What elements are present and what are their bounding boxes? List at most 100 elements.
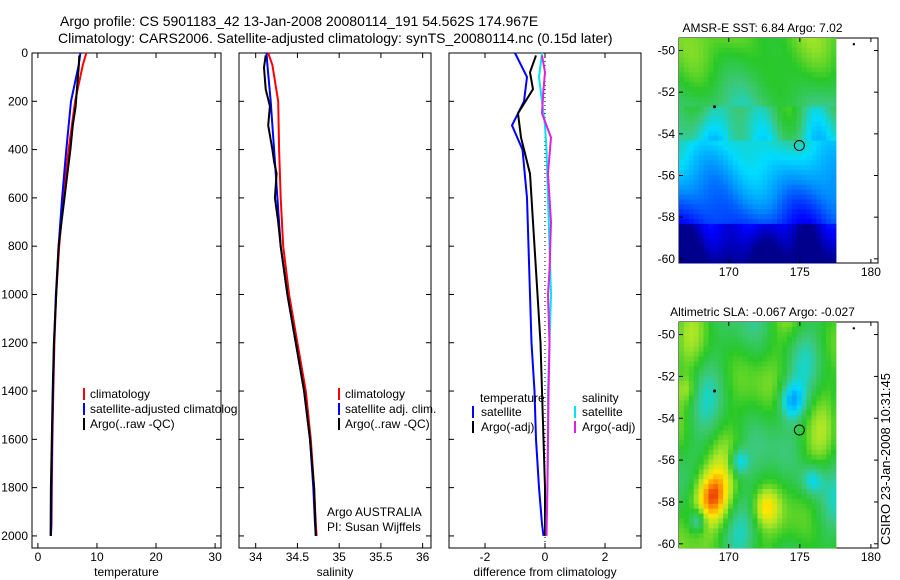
map-cell xyxy=(762,513,768,519)
map-cell xyxy=(777,130,783,137)
map-cell xyxy=(821,135,827,142)
map-cell xyxy=(728,405,734,411)
map-cell xyxy=(742,376,749,382)
map-cell xyxy=(698,130,704,137)
map-cell xyxy=(806,82,812,88)
map-cell xyxy=(698,96,704,102)
map-cell xyxy=(732,469,739,475)
map-cell xyxy=(821,523,827,529)
map-cell xyxy=(772,130,778,137)
map-cell xyxy=(737,366,744,372)
map-cell xyxy=(718,258,724,264)
map-cell xyxy=(688,454,695,460)
map-cell xyxy=(816,508,822,515)
map-cell xyxy=(791,101,798,107)
map-cell xyxy=(732,444,739,451)
map-cell xyxy=(723,165,729,171)
map-cell xyxy=(782,52,788,58)
map-cell xyxy=(698,145,704,151)
map-cell xyxy=(786,498,793,505)
map-cell xyxy=(821,528,827,534)
map-cell xyxy=(762,385,768,392)
map-cell xyxy=(831,493,837,500)
map-cell xyxy=(811,238,817,244)
map-cell xyxy=(718,130,724,137)
map-cell xyxy=(786,400,793,406)
map-cell xyxy=(826,513,832,519)
map-cell xyxy=(786,361,793,367)
annotation-text: PI: Susan Wijffels xyxy=(327,520,421,534)
map-cell xyxy=(816,248,822,254)
map-cell xyxy=(742,150,749,156)
map-cell xyxy=(772,410,778,416)
map-cell xyxy=(708,126,714,132)
map-cell xyxy=(806,425,812,431)
map-cell xyxy=(757,410,763,416)
map-cell xyxy=(708,145,714,151)
map-cell xyxy=(698,233,704,239)
map-cell xyxy=(698,356,704,362)
map-cell xyxy=(757,184,763,191)
map-cell xyxy=(757,258,763,264)
map-cell xyxy=(688,523,695,529)
map-cell xyxy=(831,371,837,377)
map-cell xyxy=(728,538,734,544)
map-cell xyxy=(708,326,714,333)
map-cell xyxy=(732,543,739,549)
map-cell xyxy=(737,101,744,107)
map-cell xyxy=(767,400,773,406)
map-cell xyxy=(693,498,700,505)
map-cell xyxy=(683,356,690,362)
map-cell xyxy=(821,415,827,421)
map-cell xyxy=(772,218,778,225)
map-cell xyxy=(679,228,685,235)
map-cell xyxy=(688,126,695,132)
map-cell xyxy=(806,204,812,210)
map-cell xyxy=(806,248,812,254)
map-cell xyxy=(767,145,773,151)
map-cell xyxy=(782,209,788,215)
map-cell xyxy=(786,121,793,127)
map-cell xyxy=(786,430,793,436)
map-cell xyxy=(767,218,773,225)
map-cell xyxy=(796,184,803,191)
map-cell xyxy=(816,449,822,456)
map-cell xyxy=(737,430,744,436)
map-cell xyxy=(713,444,719,451)
map-cell xyxy=(821,189,827,195)
map-cell xyxy=(801,474,807,480)
map-cell xyxy=(732,361,739,367)
map-cell xyxy=(723,341,729,347)
map-cell xyxy=(762,77,768,83)
map-cell xyxy=(688,474,695,480)
map-cell xyxy=(796,415,803,421)
map-cell xyxy=(791,361,798,367)
map-cell xyxy=(821,385,827,392)
map-cell xyxy=(718,77,724,83)
map-cell xyxy=(767,405,773,411)
map-cell xyxy=(777,518,783,524)
map-cell xyxy=(728,91,734,98)
map-cell xyxy=(703,538,709,544)
map-cell xyxy=(811,498,817,505)
map-cell xyxy=(821,179,827,186)
map-cell xyxy=(757,155,763,161)
map-cell xyxy=(742,111,749,117)
map-cell xyxy=(762,395,768,402)
map-cell xyxy=(762,62,768,68)
map-cell xyxy=(826,518,832,524)
x-tick-label: 20 xyxy=(149,550,163,564)
map-cell xyxy=(762,174,768,181)
map-cell xyxy=(679,140,685,147)
map-cell xyxy=(703,179,709,186)
map-cell xyxy=(708,47,714,54)
map-cell xyxy=(688,189,695,195)
map-cell xyxy=(831,126,837,132)
map-cell xyxy=(772,126,778,132)
map-cell xyxy=(683,165,690,171)
y-tick-label: 800 xyxy=(8,239,28,253)
annotation-text: Argo AUSTRALIA xyxy=(327,505,422,519)
map-cell xyxy=(688,96,695,102)
map-cell xyxy=(821,214,827,220)
map-cell xyxy=(816,523,822,529)
